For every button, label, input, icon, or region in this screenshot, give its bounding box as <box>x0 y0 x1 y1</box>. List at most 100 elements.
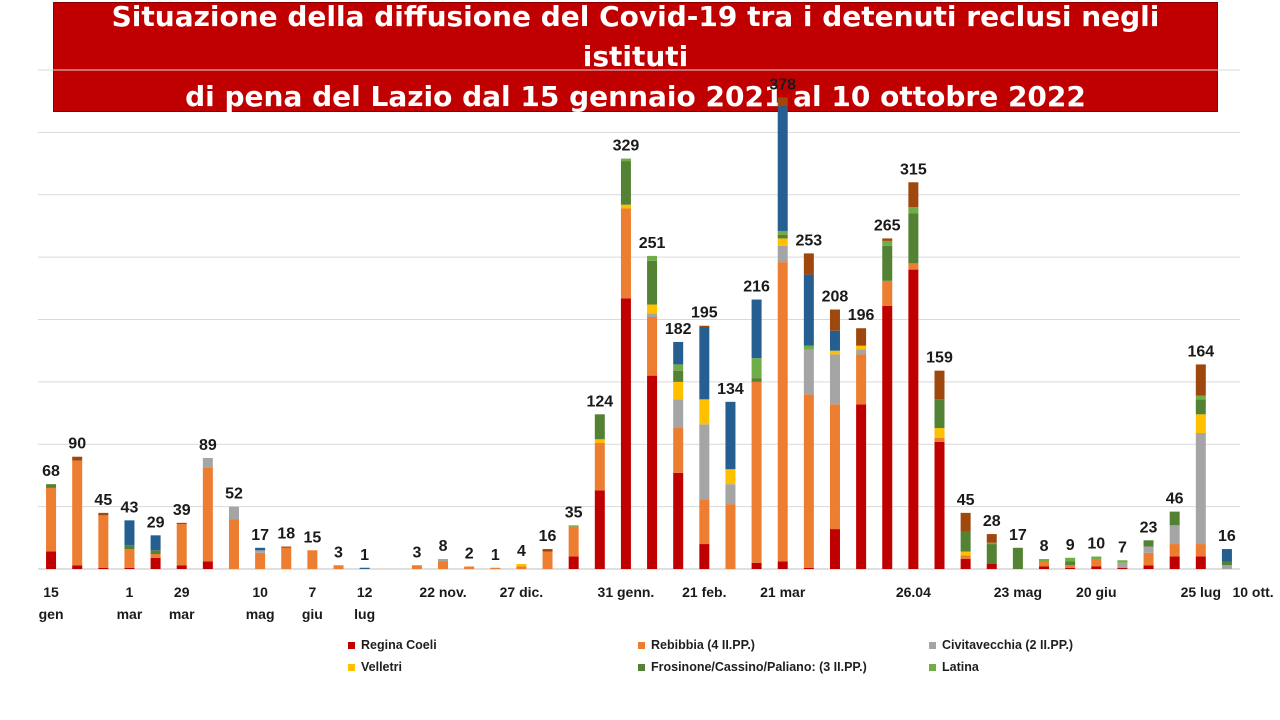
bar-segment-regina-coeli <box>1091 566 1102 569</box>
legend-swatch <box>929 663 936 671</box>
legend-item-regina-coeli: Regina Coeli <box>348 638 437 652</box>
x-tick-label: 27 dic. <box>500 584 544 600</box>
bar-segment-regina-coeli <box>986 564 997 569</box>
total-label: 89 <box>199 437 217 454</box>
total-label: 3 <box>334 544 343 561</box>
bar-segment-rieti <box>934 370 945 400</box>
x-tick-label: 15 gen <box>39 584 64 622</box>
bar-segment-rebibbia <box>934 438 945 442</box>
bar-segment-regina-coeli <box>620 298 631 569</box>
legend-item-rebibbia: Rebibbia (4 II.PP.) <box>638 638 755 652</box>
total-label: 45 <box>94 492 112 509</box>
legend-swatch <box>929 641 936 649</box>
bar-segment-rebibbia <box>333 565 344 569</box>
bar-segment-frosinone <box>46 484 57 488</box>
bar-segment-viterbo <box>829 330 840 351</box>
bar-segment-rebibbia <box>777 262 788 562</box>
bar-segment-frosinone <box>647 260 658 305</box>
total-label: 16 <box>1218 528 1236 545</box>
x-tick-label: 1 mar <box>117 584 143 622</box>
bar-segment-civitavecchia <box>1169 525 1180 545</box>
title-banner: Situazione della diffusione del Covid-19… <box>53 0 1218 113</box>
bar-segment-regina-coeli <box>1039 566 1050 569</box>
bar-segment-civitavecchia <box>1117 562 1128 568</box>
bar-segment-latina <box>777 230 788 235</box>
bar-segment-civitavecchia <box>856 349 867 355</box>
bar-segment-frosinone <box>986 544 997 565</box>
bar-segment-latina <box>568 525 579 527</box>
bar-segment-frosinone <box>751 378 762 382</box>
total-label: 216 <box>743 279 770 296</box>
bar-segment-rebibbia <box>228 519 239 569</box>
bar-segment-latina <box>1065 557 1076 562</box>
bar-segment-frosinone <box>1221 561 1232 566</box>
bar-segment-rebibbia <box>803 394 814 568</box>
bar-segment-frosinone <box>934 399 945 429</box>
bar-segment-frosinone <box>673 370 684 382</box>
bar-segment-rieti <box>699 325 710 327</box>
bar-segment-velletri <box>725 469 736 485</box>
bar-segment-regina-coeli <box>1117 567 1128 569</box>
bar-segment-rieti <box>908 182 919 208</box>
bar-segment-rebibbia <box>281 547 292 569</box>
total-label: 3 <box>412 544 421 561</box>
bar-segment-velletri <box>647 304 658 314</box>
bar-segment-rieti <box>986 534 997 543</box>
bar-segment-regina-coeli <box>1169 556 1180 569</box>
legend-item-civitavecchia: Civitavecchia (2 II.PP.) <box>929 638 1073 652</box>
bar-segment-viterbo <box>150 535 161 551</box>
bar-segment-civitavecchia <box>1221 565 1232 569</box>
bar-segment-velletri <box>594 439 605 444</box>
bar-segment-regina-coeli <box>46 551 57 569</box>
total-label: 45 <box>957 492 975 509</box>
total-label: 90 <box>68 436 86 453</box>
gridlines <box>38 69 1240 570</box>
bar-segment-civitavecchia <box>725 484 736 505</box>
legend-label: Frosinone/Cassino/Paliano: (3 II.PP.) <box>651 660 867 674</box>
bar-segment-velletri <box>673 381 684 400</box>
bar-segment-civitavecchia <box>1143 546 1154 553</box>
bar-segment-rebibbia <box>150 554 161 558</box>
bar-segment-civitavecchia <box>673 399 684 429</box>
bar-segment-latina <box>986 542 997 545</box>
total-label: 18 <box>277 526 295 543</box>
x-tick-label: 25 lug <box>1181 584 1221 600</box>
bar-segment-viterbo <box>1221 549 1232 562</box>
bar-segment-rieti <box>829 309 840 331</box>
bar-segment-frosinone <box>1143 540 1154 547</box>
legend-label: Civitavecchia (2 II.PP.) <box>942 638 1074 652</box>
bar-segment-civitavecchia <box>699 424 710 500</box>
x-tick-label: 22 nov. <box>419 584 466 600</box>
bar-segment-viterbo <box>803 274 814 346</box>
bar-segment-rebibbia <box>490 567 501 569</box>
bar-segment-regina-coeli <box>882 305 893 569</box>
bar-segment-civitavecchia <box>803 349 814 395</box>
bar-segment-viterbo <box>751 299 762 359</box>
bar-segment-civitavecchia <box>255 550 266 553</box>
bar-segment-latina <box>803 345 814 350</box>
bar-segment-latina <box>673 364 684 371</box>
total-label: 46 <box>1166 491 1184 508</box>
bar-segment-rebibbia <box>98 515 109 568</box>
bar-segment-viterbo <box>699 326 710 400</box>
total-label: 2 <box>465 546 474 563</box>
bar-segment-regina-coeli <box>594 490 605 569</box>
total-label: 35 <box>565 504 583 521</box>
total-label: 159 <box>926 350 953 367</box>
bar-segment-rebibbia <box>464 566 475 569</box>
bar-segment-viterbo <box>673 341 684 365</box>
bar-segment-regina-coeli <box>699 544 710 569</box>
bar-segment-rebibbia <box>1195 544 1206 557</box>
bar-segment-latina <box>1091 556 1102 560</box>
x-tick-label: 31 genn. <box>598 584 655 600</box>
legend-swatch <box>638 641 645 649</box>
legend-swatch <box>348 641 355 649</box>
bar-segment-rebibbia <box>751 381 762 563</box>
x-tick-label: 21 feb. <box>682 584 726 600</box>
bar-segment-regina-coeli <box>908 269 919 569</box>
bar-segment-velletri <box>829 350 840 355</box>
bar-segment-rieti <box>542 549 553 552</box>
bar-segment-velletri <box>516 564 527 567</box>
total-label: 28 <box>983 513 1001 530</box>
bar-segment-regina-coeli <box>98 567 109 569</box>
